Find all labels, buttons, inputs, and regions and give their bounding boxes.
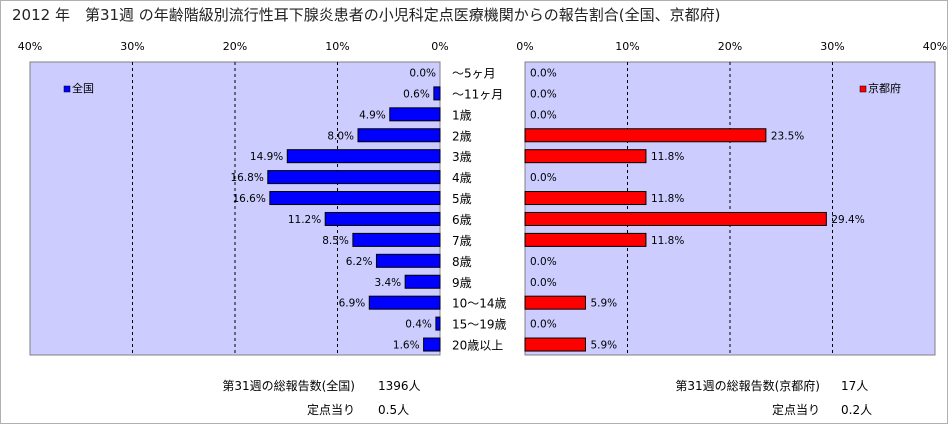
bar [524,295,586,310]
category-label: 3歳 [452,150,472,164]
tick-label: 30% [120,40,144,53]
legend-label: 全国 [72,81,94,95]
data-label: 6.9% [339,298,366,310]
category-label: 8歳 [452,255,472,269]
national-panel: 0% 10% 20% 30% 40% 0.0% 0.6% 4.9% 8.0% 14.9% 16.8%… [18,40,449,356]
data-label: 0.0% [530,172,557,184]
tick-label: 0% [516,40,533,53]
data-label: 11.8% [651,193,684,205]
bar [368,295,441,310]
legend-swatch [859,85,867,93]
bar [524,337,586,352]
data-label: 0.0% [530,277,557,289]
data-label: 5.9% [590,298,617,310]
data-label: 11.8% [651,235,684,247]
data-label: 6.2% [346,256,373,268]
data-label: 23.5% [771,130,804,142]
data-label: 16.8% [230,172,263,184]
bar [435,316,441,331]
bar [423,337,441,352]
bar [524,232,647,247]
bar [324,211,441,226]
category-label: 15～19歳 [452,318,507,332]
bar [524,191,647,206]
data-label: 8.0% [327,130,354,142]
data-label: 0.0% [530,319,557,331]
category-label: 7歳 [452,234,472,248]
data-label: 14.9% [250,151,283,163]
data-label: 5.9% [590,340,617,352]
category-label: ～11ヶ月 [452,87,503,101]
national-footer: 第31週の総報告数(全国) 1396人 定点当り 0.5人 [222,378,420,417]
data-label: 0.6% [403,88,430,100]
kyoto-total-label: 第31週の総報告数(京都府) [675,378,820,393]
legend-label: 京都府 [868,81,901,95]
data-label: 0.4% [405,319,432,331]
national-total-value: 1396人 [378,379,421,393]
category-label: 4歳 [452,171,472,185]
bar [267,170,441,185]
data-label: 4.9% [359,109,386,121]
data-label: 11.8% [651,151,684,163]
bar [524,211,827,226]
data-label: 0.0% [530,88,557,100]
kyoto-total-value: 17人 [841,379,868,393]
category-label: ～5ヶ月 [452,66,496,80]
category-label: 20歳以上 [452,339,503,353]
tick-label: 20% [718,40,742,53]
bar [375,253,441,268]
tick-label: 20% [223,40,247,53]
tick-label: 40% [923,40,947,53]
bar [433,86,441,101]
chart-title: 2012 年 第31週 の年齢階級別流行性耳下腺炎患者の小児科定点医療機関からの… [12,6,721,24]
kyoto-per-value: 0.2人 [841,403,872,417]
bar [352,232,441,247]
category-label: 1歳 [452,108,472,122]
category-label: 6歳 [452,213,472,227]
legend-swatch [63,85,71,93]
data-label: 0.0% [409,67,436,79]
category-label: 10～14歳 [452,297,507,311]
category-label: 5歳 [452,192,472,206]
tick-label: 30% [820,40,844,53]
data-label: 0.0% [530,67,557,79]
data-label: 16.6% [232,193,265,205]
bar [524,128,767,143]
national-per-value: 0.5人 [378,403,409,417]
data-label: 3.4% [374,277,401,289]
national-per-label: 定点当り [307,402,355,417]
category-labels: ～5ヶ月 ～11ヶ月 1歳 2歳 3歳 4歳 5歳 6歳 7歳 8歳 9歳 10～14歳 15～19歳 2… [452,66,507,352]
data-label: 29.4% [831,214,864,226]
kyoto-footer: 第31週の総報告数(京都府) 17人 定点当り 0.2人 [675,378,872,417]
category-label: 9歳 [452,276,472,290]
data-label: 8.5% [322,235,349,247]
bar [269,191,441,206]
bar [357,128,441,143]
tick-label: 10% [615,40,639,53]
data-label: 1.6% [393,340,420,352]
bar [286,149,441,164]
kyoto-panel: 0% 10% 20% 30% 40% 0.0% 0.0% 0.0% 23.5% 11.8% 0.0%… [516,40,947,356]
national-total-label: 第31週の総報告数(全国) [222,378,355,393]
kyoto-per-label: 定点当り [772,402,820,417]
bar [524,149,647,164]
data-label: 0.0% [530,109,557,121]
data-label: 11.2% [288,214,321,226]
tick-label: 10% [325,40,349,53]
data-label: 0.0% [530,256,557,268]
category-label: 2歳 [452,129,472,143]
bar [389,107,441,122]
tick-label: 0% [431,40,448,53]
bar [404,274,441,289]
tick-label: 40% [18,40,42,53]
